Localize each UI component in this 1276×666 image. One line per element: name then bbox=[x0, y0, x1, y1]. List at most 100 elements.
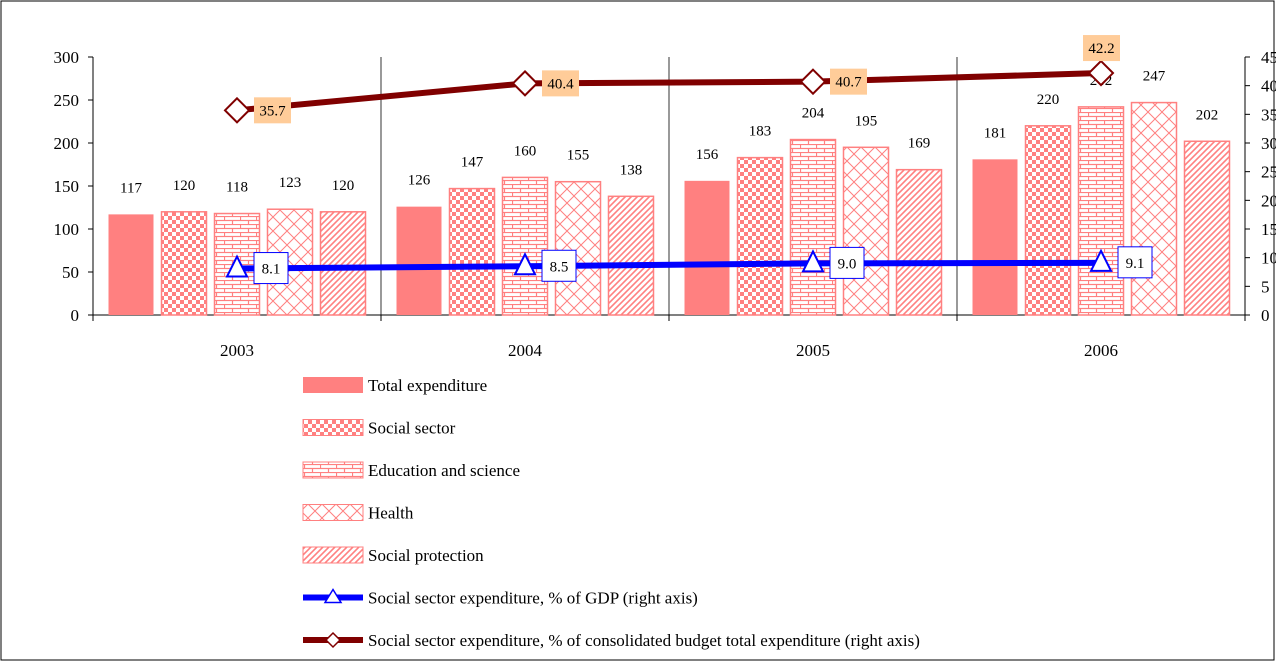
gdp-share-label: 8.1 bbox=[262, 262, 281, 278]
bar bbox=[396, 206, 442, 315]
bar-value-label: 169 bbox=[908, 136, 931, 152]
budget-share-label-box bbox=[1083, 35, 1120, 62]
bar-value-label: 123 bbox=[279, 175, 302, 191]
left-axis-tick-label: 0 bbox=[71, 306, 80, 325]
bar bbox=[607, 195, 655, 316]
gdp-share-marker bbox=[1089, 248, 1113, 272]
bar-value-label: 195 bbox=[855, 113, 878, 129]
budget-share-label-box bbox=[542, 70, 579, 97]
x-axis-tick-label: 2005 bbox=[796, 341, 830, 360]
bar-value-label: 181 bbox=[984, 125, 1007, 141]
bar-value-label: 120 bbox=[332, 178, 355, 194]
gdp-share-line bbox=[236, 259, 1102, 272]
bar-value-label: 155 bbox=[567, 148, 590, 164]
bar-value-label: 126 bbox=[408, 173, 431, 189]
bar bbox=[736, 156, 784, 316]
budget-share-label: 35.7 bbox=[259, 103, 286, 119]
legend-label: Social sector bbox=[368, 419, 456, 438]
left-axis-tick-label: 150 bbox=[54, 177, 80, 196]
bar bbox=[501, 176, 549, 316]
bar bbox=[895, 168, 943, 316]
right-axis-tick-label: 15 bbox=[1261, 220, 1276, 239]
right-axis-tick-label: 35 bbox=[1261, 105, 1276, 124]
right-axis-tick-label: 20 bbox=[1261, 191, 1276, 210]
bar bbox=[789, 138, 837, 316]
gdp-share-label: 8.5 bbox=[550, 259, 569, 275]
budget-share-marker bbox=[511, 69, 539, 97]
legend-swatch bbox=[302, 504, 364, 521]
budget-share-label-box bbox=[254, 97, 291, 124]
budget-share-label: 40.7 bbox=[835, 75, 862, 91]
bar-value-label: 156 bbox=[696, 147, 719, 163]
gdp-share-label: 9.0 bbox=[838, 256, 857, 272]
bar bbox=[554, 180, 602, 316]
bar bbox=[108, 214, 154, 315]
legend-label: Social protection bbox=[368, 546, 484, 565]
gdp-share-marker bbox=[225, 254, 249, 278]
bar-value-label: 247 bbox=[1143, 69, 1166, 85]
budget-share-line bbox=[236, 70, 1102, 114]
x-axis-tick-label: 2003 bbox=[220, 341, 254, 360]
right-axis-tick-label: 0 bbox=[1261, 306, 1270, 325]
bar-value-label: 120 bbox=[173, 178, 196, 194]
legend-label: Education and science bbox=[368, 461, 520, 480]
budget-share-label: 40.4 bbox=[547, 76, 574, 92]
bar-value-label: 117 bbox=[120, 180, 142, 196]
bar bbox=[1024, 125, 1072, 316]
budget-share-marker bbox=[223, 96, 251, 124]
bar-value-label: 147 bbox=[461, 155, 484, 171]
left-axis-tick-label: 100 bbox=[54, 220, 80, 239]
left-axis-tick-label: 300 bbox=[54, 48, 80, 67]
bar-value-label: 160 bbox=[514, 143, 537, 159]
gdp-share-label-box bbox=[1117, 246, 1153, 279]
left-axis-tick-label: 50 bbox=[62, 263, 79, 282]
gdp-share-label-box bbox=[541, 249, 577, 282]
bar bbox=[684, 180, 730, 315]
legend-swatch bbox=[302, 546, 364, 564]
budget-share-label-box bbox=[830, 68, 867, 95]
right-axis-tick-label: 10 bbox=[1261, 249, 1276, 268]
bar-value-label: 138 bbox=[620, 162, 643, 178]
bar bbox=[842, 146, 890, 316]
left-axis-tick-label: 200 bbox=[54, 134, 80, 153]
bar bbox=[972, 159, 1018, 315]
left-axis-tick-label: 250 bbox=[54, 91, 80, 110]
bar bbox=[1077, 106, 1125, 316]
bar bbox=[1130, 101, 1178, 316]
legend-label: Social sector expenditure, % of consolid… bbox=[368, 631, 920, 650]
bar-value-label: 183 bbox=[749, 124, 772, 140]
bar bbox=[448, 187, 496, 316]
bar bbox=[319, 211, 367, 316]
bar-value-label: 118 bbox=[226, 180, 248, 196]
budget-share-marker bbox=[1087, 59, 1115, 87]
gdp-share-label: 9.1 bbox=[1126, 256, 1145, 272]
budget-share-marker bbox=[799, 68, 827, 96]
gdp-share-marker bbox=[513, 252, 537, 276]
gdp-share-marker bbox=[801, 249, 825, 273]
bar-value-label: 220 bbox=[1037, 92, 1060, 108]
legend-swatch bbox=[303, 377, 363, 393]
bar-value-label: 204 bbox=[802, 106, 825, 122]
legend-label: Health bbox=[368, 504, 414, 523]
legend-marker bbox=[324, 631, 342, 649]
legend-label: Total expenditure bbox=[368, 376, 487, 395]
right-axis-tick-label: 5 bbox=[1261, 277, 1270, 296]
budget-share-label: 42.2 bbox=[1088, 41, 1114, 57]
legend-label: Social sector expenditure, % of GDP (rig… bbox=[368, 589, 698, 608]
right-axis-tick-label: 25 bbox=[1261, 163, 1276, 182]
x-axis-tick-label: 2004 bbox=[508, 341, 543, 360]
x-axis-tick-label: 2006 bbox=[1084, 341, 1118, 360]
gdp-share-label-box bbox=[253, 252, 289, 285]
legend-marker bbox=[323, 588, 343, 604]
right-axis-tick-label: 30 bbox=[1261, 134, 1276, 153]
gdp-share-label-box bbox=[829, 246, 865, 279]
right-axis-tick-label: 45 bbox=[1261, 48, 1276, 67]
legend-swatch bbox=[302, 419, 364, 436]
bar bbox=[1183, 140, 1231, 316]
right-axis-tick-label: 40 bbox=[1261, 77, 1276, 96]
legend-swatch bbox=[302, 461, 364, 479]
bar bbox=[160, 211, 208, 316]
